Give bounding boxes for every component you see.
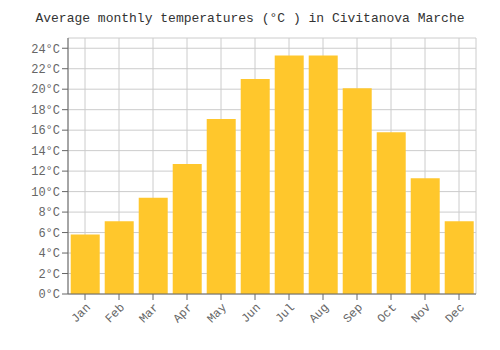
svg-text:0°C: 0°C xyxy=(38,288,60,302)
svg-text:20°C: 20°C xyxy=(31,83,60,97)
svg-text:18°C: 18°C xyxy=(31,104,60,118)
svg-text:Aug: Aug xyxy=(307,301,332,326)
svg-text:12°C: 12°C xyxy=(31,165,60,179)
svg-text:Sep: Sep xyxy=(341,301,366,326)
svg-text:4°C: 4°C xyxy=(38,247,60,261)
svg-text:2°C: 2°C xyxy=(38,268,60,282)
svg-text:14°C: 14°C xyxy=(31,145,60,159)
svg-text:6°C: 6°C xyxy=(38,227,60,241)
svg-text:Feb: Feb xyxy=(103,301,128,326)
svg-text:22°C: 22°C xyxy=(31,63,60,77)
html-text:Average monthly temperatures (: Average monthly temperatures (°C ) in Ci… xyxy=(35,11,465,26)
svg-text:16°C: 16°C xyxy=(31,124,60,138)
svg-text:24°C: 24°C xyxy=(31,43,60,57)
svg-text:Jun: Jun xyxy=(239,301,264,326)
svg-text:Mar: Mar xyxy=(137,301,162,326)
svg-text:May: May xyxy=(205,301,230,326)
svg-text:Oct: Oct xyxy=(375,301,400,326)
svg-text:Jul: Jul xyxy=(273,301,298,326)
svg-text:Dec: Dec xyxy=(443,301,468,326)
svg-text:Nov: Nov xyxy=(409,301,434,326)
svg-text:Apr: Apr xyxy=(171,301,196,326)
svg-text:10°C: 10°C xyxy=(31,186,60,200)
svg-text:8°C: 8°C xyxy=(38,206,60,220)
svg-text:Jan: Jan xyxy=(69,301,94,326)
